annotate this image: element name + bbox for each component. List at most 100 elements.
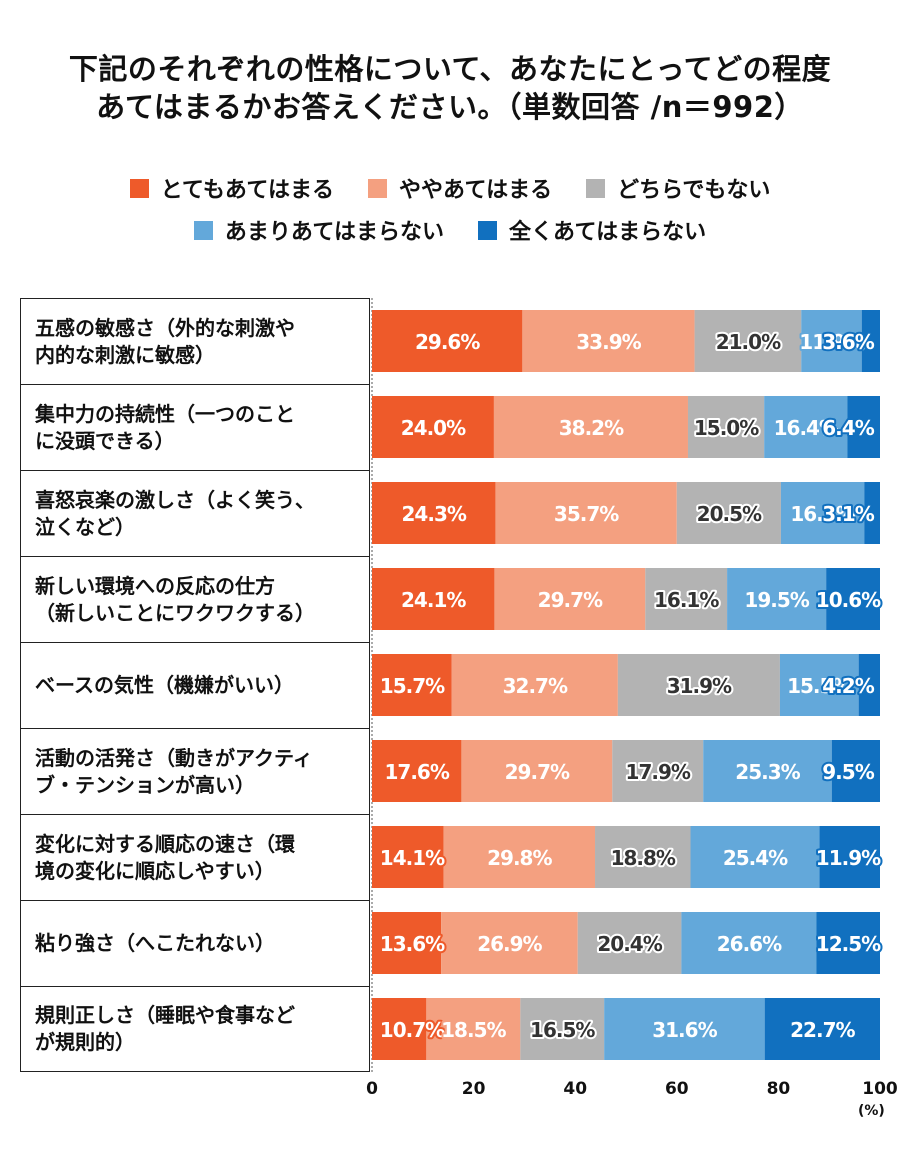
- value-label: 33.9%: [576, 330, 641, 354]
- bar-segment: [779, 654, 859, 716]
- value-label: 25.4%: [723, 846, 788, 870]
- value-label: 17.6%: [385, 760, 450, 784]
- legend-item-mattaku: 全くあてはまらない: [478, 214, 706, 246]
- value-label: 15.7%: [380, 674, 445, 698]
- bar-segment: [681, 912, 817, 974]
- value-label: 9.5%: [822, 760, 874, 784]
- bar-segment: [617, 654, 780, 716]
- category-label-7: 変化に対する順応の速さ（環 境の変化に順応しやすい）: [20, 814, 370, 900]
- legend-swatch-totemo: [129, 178, 149, 198]
- bar-segment: [372, 310, 523, 372]
- bar-segment: [372, 912, 442, 974]
- value-label: 16.5%: [530, 1018, 595, 1042]
- value-label: 18.5%: [441, 1018, 506, 1042]
- bar-segment: [861, 310, 880, 372]
- value-label: 10.7%: [380, 1018, 445, 1042]
- bar-segment: [831, 740, 880, 802]
- category-label-text: 規則正しさ（睡眠や食事など が規則的）: [35, 1002, 295, 1056]
- value-label: 38.2%: [559, 416, 624, 440]
- category-label-text: 五感の敏感さ（外的な刺激や 内的な刺激に敏感）: [35, 315, 295, 369]
- value-label: 29.6%: [415, 330, 480, 354]
- value-label: 32.7%: [503, 674, 568, 698]
- value-label: 29.7%: [538, 588, 603, 612]
- legend-swatch-dochira: [586, 178, 606, 198]
- category-label-6: 活動の活発さ（動きがアクティ ブ・テンションが高い）: [20, 728, 370, 814]
- legend-swatch-amari: [193, 220, 213, 240]
- x-tick-label: 20: [462, 1079, 486, 1099]
- bar-segment: [847, 396, 880, 458]
- x-tick-label: 40: [563, 1079, 587, 1099]
- bar-segment: [372, 826, 444, 888]
- value-label: 15.0%: [694, 416, 759, 440]
- value-label: 29.8%: [487, 846, 552, 870]
- value-label: 20.5%: [697, 502, 762, 526]
- category-label-line: 新しい環境への反応の仕方: [35, 573, 275, 598]
- value-label: 17.9%: [626, 760, 691, 784]
- value-label: 35.7%: [554, 502, 619, 526]
- legend-item-totemo: とてもあてはまる: [129, 172, 334, 204]
- value-label: 29.7%: [505, 760, 570, 784]
- legend-row-2: あまりあてはまらない 全くあてはまらない: [0, 214, 900, 246]
- legend-row-1: とてもあてはまる ややあてはまる どちらでもない: [0, 172, 900, 204]
- value-label: 22.7%: [790, 1018, 855, 1042]
- bar-segment: [461, 740, 613, 802]
- value-label: 24.3%: [402, 502, 467, 526]
- bar-segment: [604, 998, 765, 1060]
- bar-segment: [864, 482, 880, 544]
- category-label-text: 喜怒哀楽の激しさ（よく笑う、 泣くなど）: [35, 487, 315, 541]
- bar-segment: [495, 482, 677, 544]
- bar-segment: [372, 482, 496, 544]
- category-label-text: 新しい環境への反応の仕方 （新しいことにワクワクする）: [35, 573, 315, 627]
- x-tick-label: 0: [366, 1079, 378, 1099]
- category-label-line: 変化に対する順応の速さ（環: [35, 831, 295, 856]
- value-label: 18.8%: [611, 846, 676, 870]
- value-label: 6.4%: [822, 416, 874, 440]
- value-label: 26.6%: [717, 932, 782, 956]
- value-label: 21.0%: [716, 330, 781, 354]
- category-label-line: 規則正しさ（睡眠や食事など: [35, 1003, 295, 1027]
- bar-segment: [372, 654, 452, 716]
- category-label-line: 活動の活発さ（動きがアクティ: [35, 745, 313, 770]
- value-label: 25.3%: [735, 760, 800, 784]
- chart-title-line-2: あてはまるかお答えください。（単数回答 /n＝992）: [96, 90, 804, 124]
- category-label-line: （新しいことにワクワクする）: [35, 600, 315, 625]
- legend-label-amari: あまりあてはまらない: [224, 220, 444, 245]
- category-label-line: が規則的）: [35, 1030, 135, 1054]
- legend-label-totemo: とてもあてはまる: [160, 178, 334, 203]
- category-label-5: ベースの気性（機嫌がいい）: [20, 642, 370, 728]
- value-label: 14.1%: [380, 846, 445, 870]
- legend-label-mattaku: 全くあてはまらない: [509, 220, 707, 245]
- value-label: 4.2%: [822, 674, 874, 698]
- bar-segment: [645, 568, 728, 630]
- bar-segment: [493, 396, 688, 458]
- bar-segment: [426, 998, 521, 1060]
- bar-segment: [764, 396, 848, 458]
- legend-item-amari: あまりあてはまらない: [193, 214, 444, 246]
- category-label-line: 喜怒哀楽の激しさ（よく笑う、: [35, 487, 315, 512]
- value-label: 13.6%: [380, 932, 445, 956]
- category-label-2: 集中力の持続性（一つのこと に没頭できる）: [20, 384, 370, 470]
- bar-segment: [687, 396, 765, 458]
- value-label: 11.9%: [816, 846, 881, 870]
- value-label: 24.1%: [401, 588, 466, 612]
- bar-segment: [816, 912, 880, 974]
- category-label-line: に没頭できる）: [35, 428, 175, 453]
- bar-segment: [595, 826, 691, 888]
- x-tick-label: 100: [862, 1079, 898, 1099]
- value-label: 15.5%: [787, 674, 852, 698]
- value-label: 16.4%: [790, 502, 855, 526]
- category-label-text: 集中力の持続性（一つのこと に没頭できる）: [35, 401, 295, 455]
- bar-segment: [703, 740, 832, 802]
- category-label-line: 集中力の持続性（一つのこと: [35, 401, 295, 426]
- bar-segment: [826, 568, 880, 630]
- bar-segment: [727, 568, 827, 630]
- value-label: 24.0%: [401, 416, 466, 440]
- category-label-line: ベースの気性（機嫌がいい）: [35, 673, 294, 697]
- category-label-3: 喜怒哀楽の激しさ（よく笑う、 泣くなど）: [20, 470, 370, 556]
- bar-segment: [612, 740, 704, 802]
- category-label-line: 泣くなど）: [35, 514, 135, 539]
- legend-label-dochira: どちらでもない: [617, 178, 771, 203]
- category-label-8: 粘り強さ（へこたれない）: [20, 900, 370, 986]
- bar-segment: [694, 310, 802, 372]
